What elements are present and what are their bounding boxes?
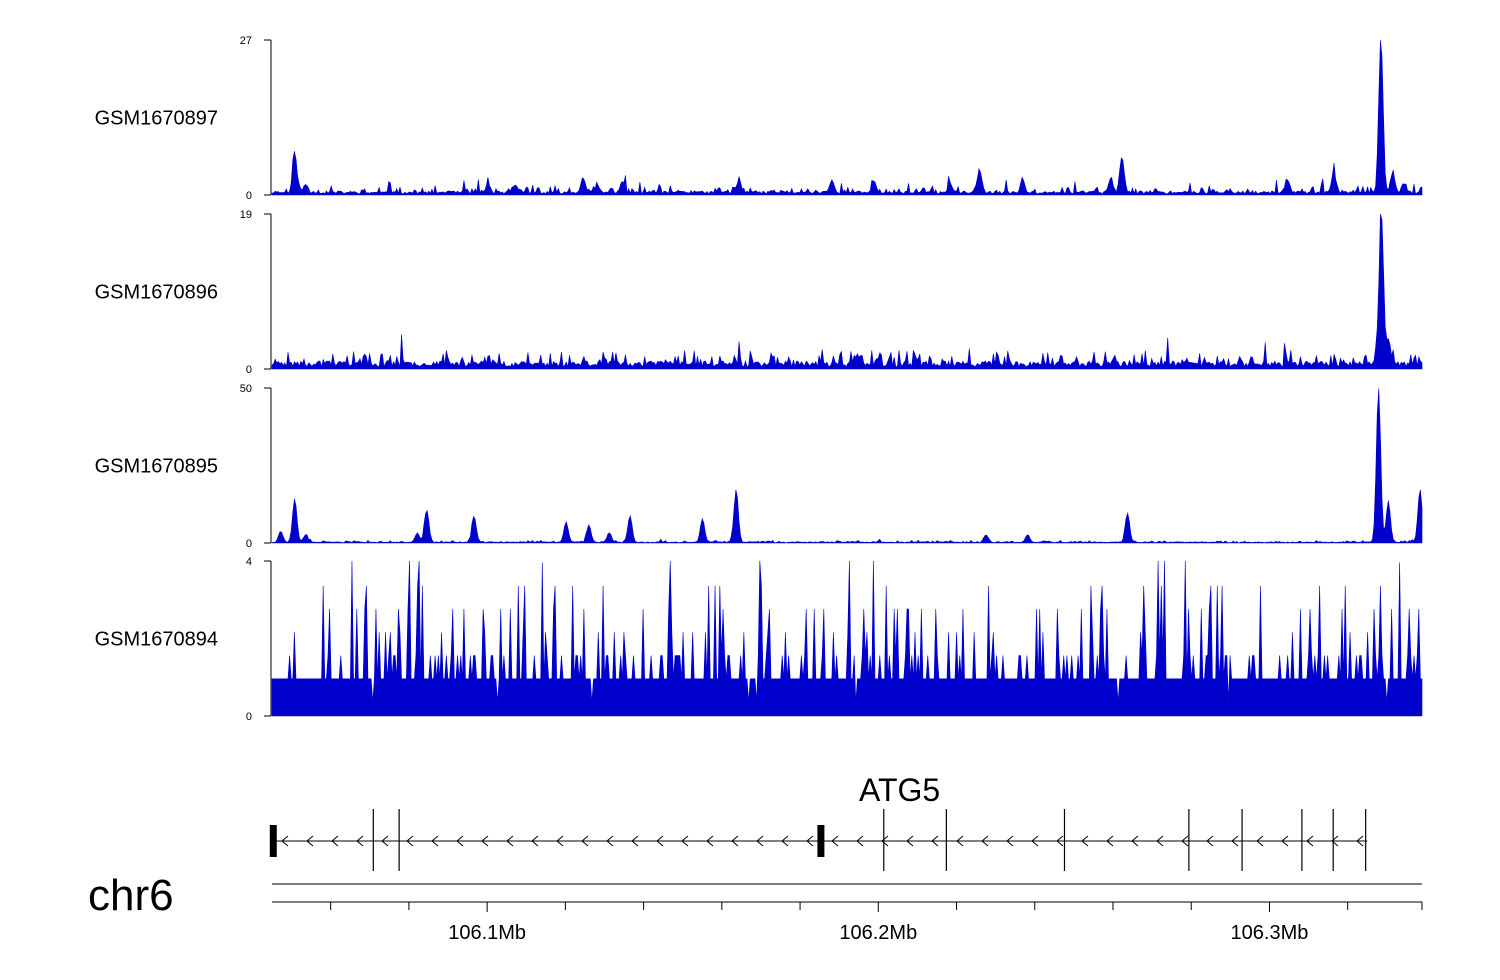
- strand-arrow: [331, 835, 339, 847]
- strand-arrow: [581, 835, 589, 847]
- track-label: GSM1670894: [95, 629, 218, 651]
- strand-arrow: [556, 835, 564, 847]
- strand-arrow: [456, 835, 464, 847]
- strand-arrow: [781, 835, 789, 847]
- strand-arrow: [656, 835, 664, 847]
- y-tick-label-min: 0: [246, 190, 252, 202]
- strand-arrow: [1156, 835, 1164, 847]
- strand-arrow: [906, 835, 914, 847]
- strand-arrow: [356, 835, 364, 847]
- track-GSM1670894: GSM1670894 4 0: [95, 556, 1423, 723]
- strand-arrow: [406, 835, 414, 847]
- y-tick-label-min: 0: [246, 538, 252, 550]
- strand-arrow: [1256, 835, 1264, 847]
- strand-arrow: [606, 835, 614, 847]
- strand-arrow: [306, 835, 314, 847]
- exon-block: [817, 825, 825, 857]
- strand-arrow: [1181, 835, 1189, 847]
- strand-arrow: [1131, 835, 1139, 847]
- x-tick-label: 106.2Mb: [839, 922, 917, 944]
- strand-arrow: [506, 835, 514, 847]
- gene-name: ATG5: [859, 772, 940, 808]
- strand-arrow: [1206, 835, 1214, 847]
- y-tick-label-max: 19: [240, 209, 252, 221]
- signal-tracks: GSM1670897270GSM1670896190GSM1670895500G…: [95, 35, 1423, 723]
- track-label: GSM1670895: [95, 456, 218, 478]
- strand-arrow: [856, 835, 864, 847]
- strand-arrow: [1306, 835, 1314, 847]
- y-tick-label-min: 0: [246, 711, 252, 723]
- signal-area: [271, 213, 1423, 370]
- track-GSM1670897: GSM1670897 27 0: [95, 35, 1423, 202]
- strand-arrow: [1281, 835, 1289, 847]
- strand-arrow: [1106, 835, 1114, 847]
- strand-arrow: [481, 835, 489, 847]
- strand-arrow: [706, 835, 714, 847]
- track-label: GSM1670897: [95, 108, 218, 130]
- track-GSM1670896: GSM1670896 19 0: [95, 209, 1423, 376]
- strand-arrow: [381, 835, 389, 847]
- y-tick-label-max: 4: [246, 556, 252, 568]
- strand-arrow: [956, 835, 964, 847]
- signal-area: [271, 388, 1423, 544]
- signal-area: [271, 39, 1423, 196]
- strand-arrow: [1356, 835, 1364, 847]
- strand-arrow: [931, 835, 939, 847]
- strand-arrow: [731, 835, 739, 847]
- x-tick-label: 106.3Mb: [1231, 922, 1309, 944]
- y-tick-label-min: 0: [246, 364, 252, 376]
- strand-arrow: [1081, 835, 1089, 847]
- strand-arrow: [1006, 835, 1014, 847]
- strand-arrow: [806, 835, 814, 847]
- strand-arrow: [881, 835, 889, 847]
- strand-arrow: [1056, 835, 1064, 847]
- strand-arrow: [681, 835, 689, 847]
- strand-arrow: [531, 835, 539, 847]
- signal-area: [271, 560, 1423, 717]
- track-label: GSM1670896: [95, 282, 218, 304]
- strand-arrow: [281, 835, 289, 847]
- track-GSM1670895: GSM1670895 50 0: [95, 383, 1423, 550]
- strand-arrow: [756, 835, 764, 847]
- gene-track: ATG5: [269, 772, 1368, 871]
- y-tick-label-max: 50: [240, 383, 252, 395]
- strand-arrow: [831, 835, 839, 847]
- genome-axis: chr6 106.1Mb 106.2Mb 106.3Mb: [88, 871, 1423, 944]
- strand-arrow: [1331, 835, 1339, 847]
- strand-arrow: [1231, 835, 1239, 847]
- y-tick-label-max: 27: [240, 35, 252, 47]
- strand-arrow: [631, 835, 639, 847]
- strand-arrow: [431, 835, 439, 847]
- chromosome-label: chr6: [88, 871, 174, 920]
- strand-arrow: [1031, 835, 1039, 847]
- x-tick-label: 106.1Mb: [448, 922, 526, 944]
- strand-arrow: [981, 835, 989, 847]
- exon-block: [269, 825, 277, 857]
